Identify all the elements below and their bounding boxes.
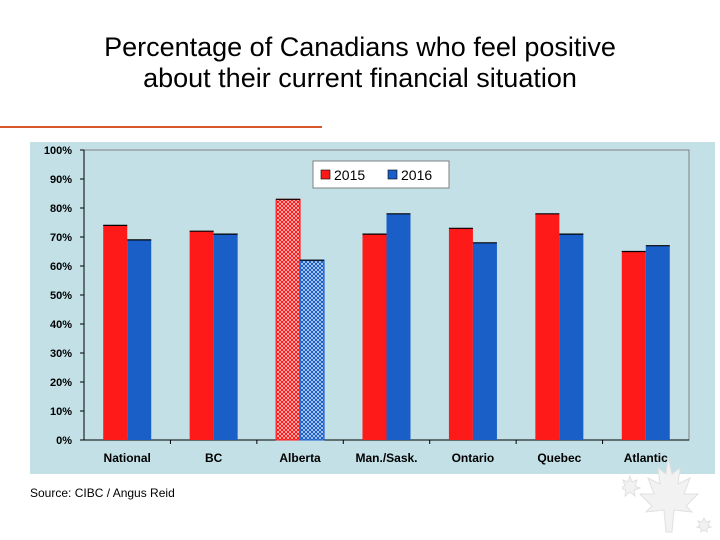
bar-2016-Atlantic (645, 245, 670, 440)
x-tick-label: Ontario (452, 451, 495, 465)
y-tick-label: 100% (44, 145, 72, 157)
y-tick-label: 60% (50, 261, 72, 273)
y-tick-label: 70% (50, 232, 72, 244)
x-tick-label: Quebec (537, 451, 581, 465)
bar-2016-BC (213, 234, 238, 440)
legend-label: 2015 (334, 167, 365, 183)
bar-2015-BC (189, 231, 214, 440)
bar-2015-Quebec (535, 213, 560, 440)
legend-label: 2016 (401, 167, 432, 183)
x-tick-label: Man./Sask. (355, 451, 417, 465)
y-tick-label: 90% (50, 174, 72, 186)
bar-2016-Quebec (559, 234, 584, 440)
x-tick-label: Atlantic (624, 451, 668, 465)
title-underline (0, 126, 322, 128)
bar-chart-svg: 0% 10% 20% 30% 40% 50% 60% 70% 80% 90% 100% Nationa… (30, 142, 715, 474)
bar-2015-National (103, 225, 128, 440)
bar-2016-Ontario (472, 242, 497, 440)
slide-title: Percentage of Canadians who feel positiv… (0, 32, 720, 94)
y-tick-label: 80% (50, 203, 72, 215)
bar-2015-Ontario (448, 228, 473, 440)
x-tick-label: BC (205, 451, 223, 465)
y-tick-label: 40% (50, 319, 72, 331)
y-tick-label: 10% (50, 406, 72, 418)
bar-2015-Man./Sask. (362, 234, 387, 440)
maple-leaf-logo (622, 457, 713, 533)
bar-2015-Atlantic (621, 251, 646, 440)
bar-2016-Alberta (299, 259, 325, 441)
legend-swatch (387, 169, 398, 180)
bar-chart: 0% 10% 20% 30% 40% 50% 60% 70% 80% 90% 100% Nationa… (30, 142, 715, 474)
y-tick-label: 20% (50, 377, 72, 389)
source-note: Source: CIBC / Angus Reid (30, 486, 175, 500)
y-tick-label: 30% (50, 348, 72, 360)
legend-swatch (320, 169, 331, 180)
legend: 2015 2016 (312, 160, 450, 189)
x-tick-label: National (104, 451, 151, 465)
legend-box (312, 160, 450, 189)
x-tick-label: Alberta (279, 451, 321, 465)
slide-title-line-1: Percentage of Canadians who feel positiv… (104, 32, 616, 62)
bar-2016-Man./Sask. (386, 213, 411, 440)
y-tick-label: 50% (50, 290, 72, 302)
bar-2015-Alberta (275, 198, 301, 441)
slide-title-line-2: about their current financial situation (143, 63, 577, 93)
y-tick-label: 0% (56, 435, 72, 447)
bar-2016-National (127, 239, 152, 440)
